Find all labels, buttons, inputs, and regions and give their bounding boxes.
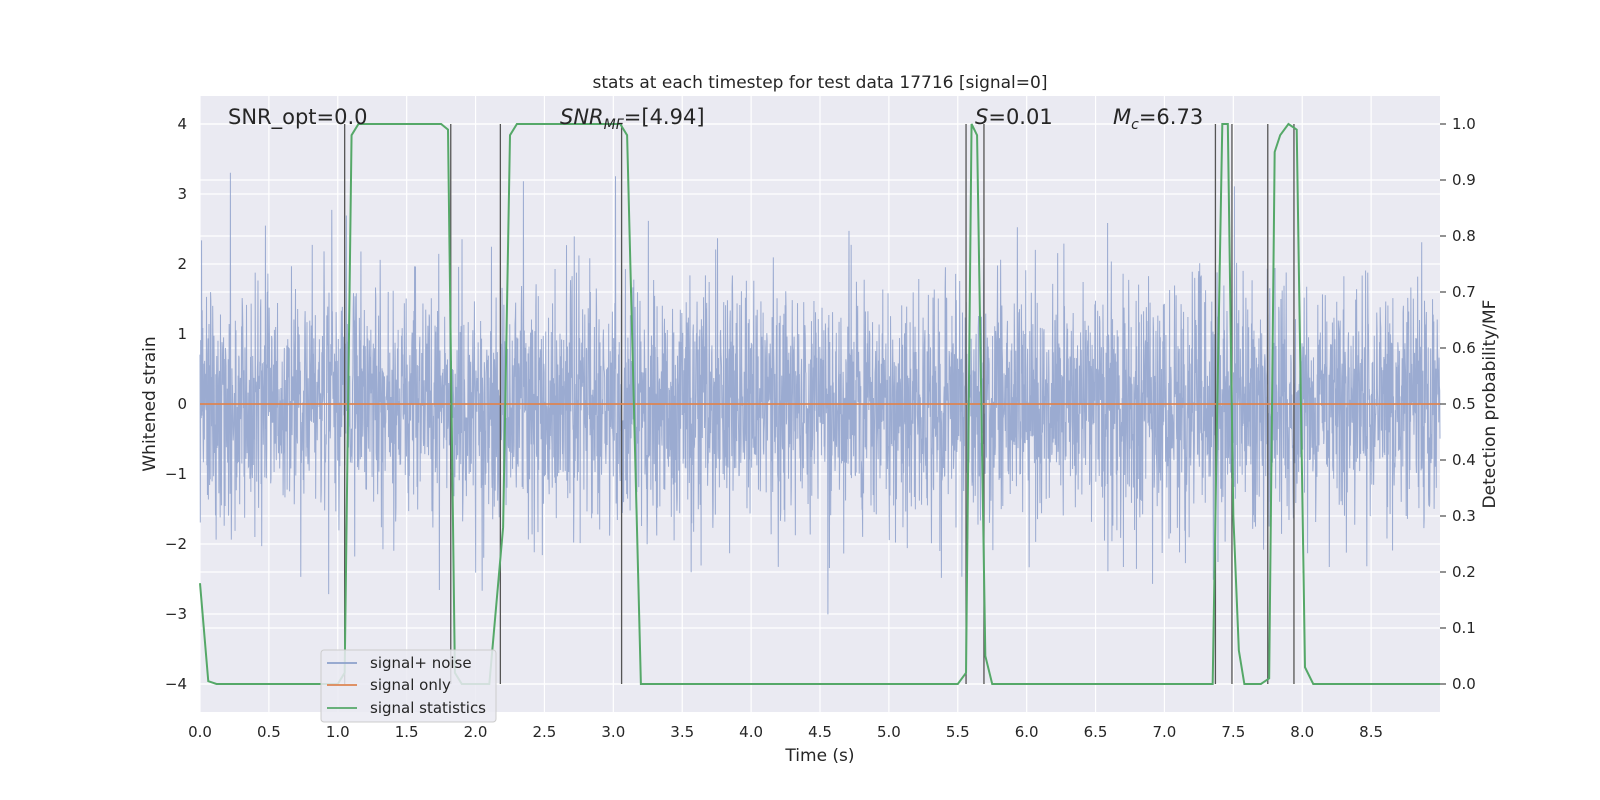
x-tick-label: 7.5 [1221, 723, 1245, 741]
legend-label-signal-noise: signal+ noise [370, 654, 472, 672]
x-tick-label: 5.0 [877, 723, 901, 741]
snr-mf-main: SNR [560, 105, 604, 129]
legend-label-signal-statistics: signal statistics [370, 699, 486, 717]
snr-mf-annotation: SNRMF=[4.94] [560, 105, 705, 133]
y-axis-label: Whitened strain [140, 336, 160, 471]
mc-sub: c [1131, 117, 1139, 133]
x-axis-ticks: 0.0 0.5 1.0 1.5 2.0 2.5 3.0 3.5 4.0 4.5 5.0 5.5 6.0 6… [188, 723, 1383, 741]
y-tick-label: −3 [165, 605, 187, 623]
x-tick-label: 0.0 [188, 723, 212, 741]
s-annotation: S=0.01 [975, 105, 1053, 129]
y2-tick-label: 0.0 [1452, 675, 1476, 693]
x-tick-label: 1.5 [395, 723, 419, 741]
legend-box [320, 649, 497, 723]
s-main: S [975, 105, 988, 129]
snr-mf-sub: MF [604, 117, 625, 133]
mc-annotation: Mc=6.73 [1113, 105, 1203, 133]
x-tick-label: 2.5 [533, 723, 557, 741]
y-tick-label: 1 [177, 325, 187, 343]
y2-tick-label: 0.6 [1452, 339, 1476, 357]
y2-axis-label: Detection probability/MF [1480, 300, 1500, 509]
y2-tick-label: 0.4 [1452, 451, 1476, 469]
mc-main: M [1113, 105, 1131, 129]
x-tick-label: 6.0 [1015, 723, 1039, 741]
y2-tick-label: 0.5 [1452, 395, 1476, 413]
snr-opt-annotation: SNR_opt=0.0 [228, 105, 368, 130]
x-tick-label: 3.5 [670, 723, 694, 741]
signal-statistics-series [199, 122, 1440, 685]
snr-mf-value: =[4.94] [624, 105, 705, 129]
y2-tick-label: 1.0 [1452, 115, 1476, 133]
y2-axis-ticks: 1.0 0.9 0.8 0.7 0.6 0.5 0.4 0.3 0.2 0.1 0.0 [1440, 115, 1476, 693]
x-tick-label: 4.0 [739, 723, 763, 741]
x-tick-label: 3.0 [601, 723, 625, 741]
y2-tick-label: 0.3 [1452, 507, 1476, 525]
y-tick-label: −1 [165, 465, 187, 483]
x-tick-label: 7.0 [1153, 723, 1177, 741]
signal-statistics-line [199, 122, 1440, 685]
legend: signal+ noise signal only signal statist… [320, 649, 497, 723]
y2-tick-label: 0.2 [1452, 563, 1476, 581]
y2-tick-label: 0.8 [1452, 227, 1476, 245]
x-tick-label: 0.5 [257, 723, 281, 741]
x-tick-label: 6.5 [1084, 723, 1108, 741]
x-axis-label: Time (s) [784, 746, 854, 766]
y-tick-label: 3 [177, 185, 187, 203]
x-tick-label: 1.0 [326, 723, 350, 741]
x-tick-label: 2.0 [464, 723, 488, 741]
chart-title: stats at each timestep for test data 177… [593, 73, 1048, 93]
y-tick-label: 0 [177, 395, 187, 413]
x-tick-label: 8.5 [1359, 723, 1383, 741]
y2-tick-label: 0.7 [1452, 283, 1476, 301]
y-tick-label: −4 [165, 675, 187, 693]
y-tick-label: 2 [177, 255, 187, 273]
x-tick-label: 5.5 [946, 723, 970, 741]
signal-noise-line [199, 172, 1441, 615]
y-tick-label: −2 [165, 535, 187, 553]
signal-noise-series [199, 172, 1441, 615]
mc-value: =6.73 [1139, 105, 1203, 129]
s-value: =0.01 [988, 105, 1052, 129]
x-tick-label: 4.5 [808, 723, 832, 741]
y2-tick-label: 0.1 [1452, 619, 1476, 637]
x-tick-label: 8.0 [1290, 723, 1314, 741]
y2-tick-label: 0.9 [1452, 171, 1476, 189]
legend-label-signal-only: signal only [370, 676, 451, 694]
y-tick-label: 4 [177, 115, 187, 133]
y-axis-ticks: 4 3 2 1 0 −1 −2 −3 −4 [165, 115, 187, 693]
